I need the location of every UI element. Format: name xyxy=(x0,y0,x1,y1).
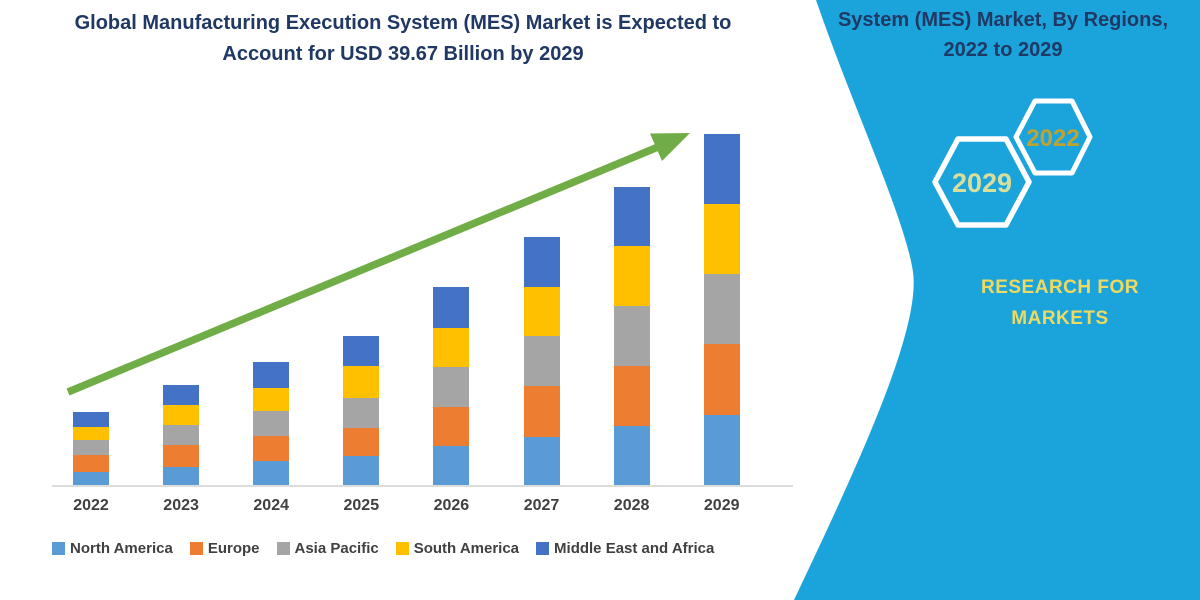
bar-segment-2022-europe xyxy=(73,455,109,472)
legend-label: North America xyxy=(70,540,173,557)
bar-segment-2026-europe xyxy=(433,407,470,446)
bar-segment-2026-middle-east-and-africa xyxy=(433,287,470,328)
x-axis-label-2029: 2029 xyxy=(703,497,740,514)
bar-segment-2029-europe xyxy=(703,344,740,415)
brand-name: RESEARCH FOR MARKETS xyxy=(950,272,1170,335)
bar-segment-2023-asia-pacific xyxy=(163,425,200,445)
chart-legend: North America Europe Asia Pacific South Ame… xyxy=(52,540,714,557)
stacked-bar-2026 xyxy=(433,287,470,486)
bar-segment-2022-south-america xyxy=(73,427,109,440)
bar-segment-2025-middle-east-and-africa xyxy=(343,336,380,366)
bar-segment-2026-south-america xyxy=(433,328,470,367)
bar-segment-2023-middle-east-and-africa xyxy=(163,385,200,405)
bar-segment-2024-asia-pacific xyxy=(253,411,290,436)
bar-segment-2022-asia-pacific xyxy=(73,440,109,455)
x-axis-line xyxy=(52,485,793,487)
legend-item-north-america: North America xyxy=(52,540,173,557)
chart-title: Global Manufacturing Execution System (M… xyxy=(0,8,806,70)
x-axis-label-2028: 2028 xyxy=(613,497,650,514)
x-axis-label-2022: 2022 xyxy=(73,497,109,514)
x-axis-label-2023: 2023 xyxy=(163,497,199,514)
bar-segment-2025-north-america xyxy=(343,456,380,486)
legend-swatch xyxy=(536,542,550,555)
bar-segment-2027-europe xyxy=(523,386,560,437)
bar-segment-2024-middle-east-and-africa xyxy=(253,362,290,388)
bar-segment-2027-asia-pacific xyxy=(523,336,560,386)
bar-segment-2029-middle-east-and-africa xyxy=(703,134,740,204)
bar-segment-2025-asia-pacific xyxy=(343,398,380,428)
legend-swatch xyxy=(395,542,409,555)
bar-segment-2022-middle-east-and-africa xyxy=(73,412,109,427)
legend-swatch xyxy=(52,542,65,555)
x-axis-label-2027: 2027 xyxy=(523,497,560,514)
legend-swatch xyxy=(189,542,203,555)
legend-item-asia-pacific: Asia Pacific xyxy=(276,540,379,557)
bar-segment-2028-north-america xyxy=(613,426,650,486)
legend-label: South America xyxy=(413,540,520,557)
legend-item-middle-east-and-africa: Middle East and Africa xyxy=(536,540,714,557)
stacked-bar-2025 xyxy=(343,336,380,486)
bar-segment-2029-south-america xyxy=(703,204,740,274)
bar-segment-2024-south-america xyxy=(253,388,290,411)
hexagon-2029-label: 2029 xyxy=(952,168,1012,198)
bar-segment-2027-north-america xyxy=(523,437,560,486)
brand-line1: RESEARCH FOR xyxy=(980,277,1139,298)
side-panel-background xyxy=(794,0,1200,600)
legend-label: Middle East and Africa xyxy=(554,540,715,557)
bar-segment-2028-europe xyxy=(613,366,650,426)
side-panel-heading: System (MES) Market, By Regions, 2022 to… xyxy=(812,5,1194,65)
bar-segment-2028-middle-east-and-africa xyxy=(613,187,650,246)
stacked-bar-2028 xyxy=(613,187,650,486)
trend-arrow-shaft xyxy=(66,143,660,396)
stacked-bar-2029 xyxy=(703,134,740,486)
legend-item-south-america: South America xyxy=(395,540,520,557)
hexagon-2029 xyxy=(932,136,1032,228)
bar-segment-2029-asia-pacific xyxy=(703,274,740,344)
bar-segment-2022-north-america xyxy=(73,472,109,486)
stacked-bar-2022 xyxy=(73,412,109,486)
brand-line2: MARKETS xyxy=(1011,308,1109,330)
bar-segment-2026-north-america xyxy=(433,446,470,486)
x-axis-label-2025: 2025 xyxy=(343,497,380,514)
bar-segment-2027-south-america xyxy=(523,287,560,336)
bar-segment-2023-north-america xyxy=(163,467,200,486)
bar-segment-2023-south-america xyxy=(163,405,200,425)
bar-segment-2024-europe xyxy=(253,436,290,461)
x-axis-label-2024: 2024 xyxy=(253,497,289,514)
legend-swatch xyxy=(276,542,290,555)
hexagon-2022 xyxy=(1013,98,1093,176)
hexagon-2022-label: 2022 xyxy=(1026,125,1079,152)
trend-arrow-head xyxy=(650,133,690,161)
bar-segment-2026-asia-pacific xyxy=(433,367,470,407)
stacked-bar-2024 xyxy=(253,362,290,486)
stacked-bar-2027 xyxy=(523,237,560,486)
chart-title-line2: Account for USD 39.67 Billion by 2029 xyxy=(222,43,584,65)
legend-item-europe: Europe xyxy=(189,540,260,557)
bar-segment-2025-south-america xyxy=(343,366,380,398)
stacked-bar-2023 xyxy=(163,385,200,486)
bar-segment-2023-europe xyxy=(163,445,200,467)
chart-title-line1: Global Manufacturing Execution System (M… xyxy=(74,12,732,34)
bar-segment-2027-middle-east-and-africa xyxy=(523,237,560,287)
bar-segment-2024-north-america xyxy=(253,461,290,486)
bar-segment-2025-europe xyxy=(343,428,380,456)
x-axis-label-2026: 2026 xyxy=(433,497,470,514)
side-panel-heading-line1: System (MES) Market, By Regions, xyxy=(837,9,1169,31)
legend-label: Europe xyxy=(207,540,260,557)
side-panel-heading-line2: 2022 to 2029 xyxy=(943,39,1063,61)
bar-segment-2028-south-america xyxy=(613,246,650,306)
bar-segment-2028-asia-pacific xyxy=(613,306,650,366)
bar-segment-2029-north-america xyxy=(703,415,740,486)
legend-label: Asia Pacific xyxy=(294,540,379,557)
